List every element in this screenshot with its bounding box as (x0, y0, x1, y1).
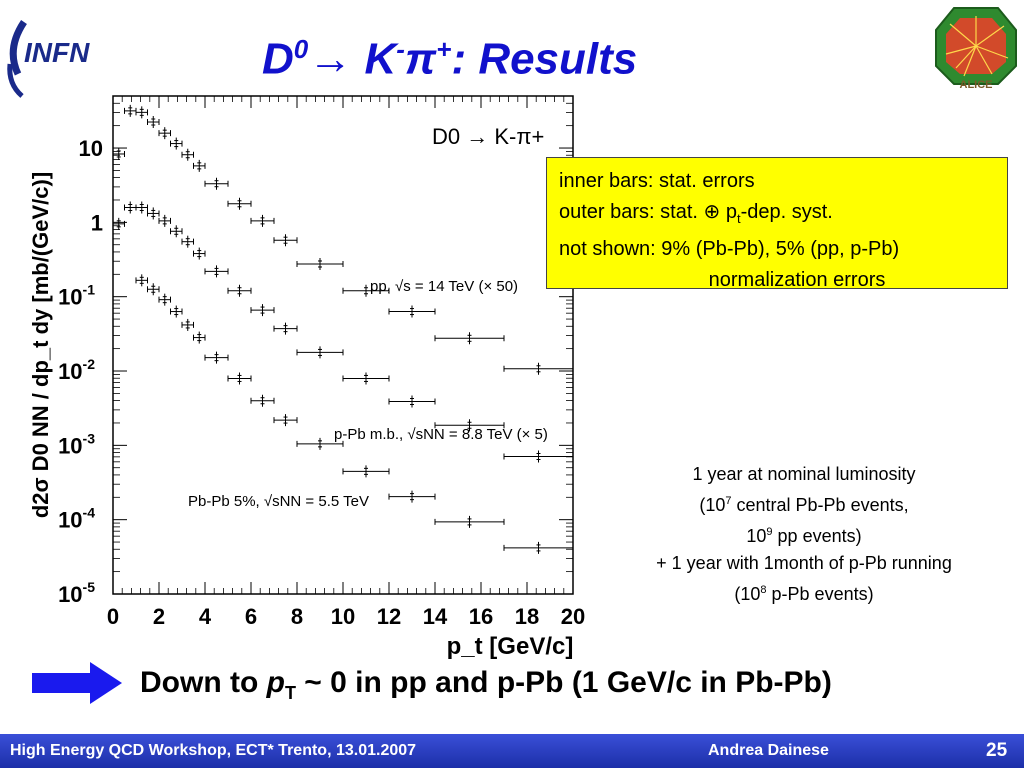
y-tick-label: 1 (91, 210, 103, 235)
data-point (181, 235, 194, 248)
data-point (181, 318, 194, 331)
data-point (124, 201, 137, 214)
x-tick-label: 10 (331, 604, 355, 629)
data-point (193, 247, 206, 260)
data-point (296, 437, 344, 450)
data-point (135, 274, 148, 287)
footer-bar: High Energy QCD Workshop, ECT* Trento, 1… (0, 734, 1024, 768)
data-point (434, 332, 505, 345)
y-axis-label: d2σ D0 NN / dp_t dy [mb/(GeV/c)] (28, 172, 53, 518)
y-tick-label: 10-1 (58, 282, 95, 310)
data-point (227, 372, 252, 385)
data-point (342, 372, 390, 385)
lumi-line-4: + 1 year with 1month of p-Pb running (656, 553, 952, 573)
data-point (181, 148, 194, 161)
y-tick-label: 10-5 (58, 579, 95, 607)
errors-info-box: inner bars: stat. errors outer bars: sta… (546, 157, 1008, 291)
infn-logo: INFN (7, 20, 90, 98)
y-tick-label: 10-3 (58, 430, 95, 458)
footer-event: High Energy QCD Workshop, ECT* Trento, 1… (10, 742, 417, 759)
series-label-2: Pb-Pb 5%, √sNN = 5.5 TeV (188, 493, 369, 510)
data-point (342, 465, 390, 478)
x-tick-label: 8 (291, 604, 303, 629)
y-tick-label: 10 (79, 136, 103, 161)
data-point (503, 541, 574, 554)
data-point (170, 225, 183, 238)
data-point (250, 214, 275, 227)
data-point (204, 265, 229, 278)
lumi-line-2: (107 central Pb-Pb events, (699, 495, 909, 515)
data-point (170, 137, 183, 150)
footer-author: Andrea Dainese (708, 742, 829, 759)
series-label-1: p-Pb m.b., √sNN = 8.8 TeV (× 5) (334, 426, 548, 443)
right-arrow-icon (32, 662, 122, 704)
spectrum-plot: 0 2 4 6 8 10 12 14 16 18 20 10-5 10-4 10-3 10-2 10-1 1 1… (28, 95, 585, 660)
data-point (503, 362, 574, 375)
x-tick-label: 6 (245, 604, 257, 629)
plot-label: D0 → K-π+ (432, 124, 544, 149)
data-point (296, 257, 344, 270)
data-point (273, 414, 298, 427)
lumi-line-3: 109 pp events) (746, 526, 862, 546)
data-point (388, 395, 436, 408)
x-tick-label: 16 (469, 604, 493, 629)
x-tick-label: 18 (515, 604, 539, 629)
data-point (158, 293, 171, 306)
data-point (135, 201, 148, 214)
x-tick-label: 2 (153, 604, 165, 629)
svg-text:INFN: INFN (24, 37, 90, 68)
x-tick-label: 12 (377, 604, 401, 629)
data-point (158, 214, 171, 227)
data-point (296, 346, 344, 359)
data-point (112, 217, 125, 230)
data-point (227, 284, 252, 297)
data-point (434, 515, 505, 528)
data-point (135, 106, 148, 119)
data-point (273, 322, 298, 335)
data-point (250, 394, 275, 407)
y-tick-label: 10-2 (58, 356, 95, 384)
info-line-1: inner bars: stat. errors (559, 170, 755, 192)
info-line-2: outer bars: stat. ⊕ pt-dep. syst. (559, 201, 833, 226)
data-point (227, 197, 252, 210)
data-point (147, 116, 160, 129)
alice-logo: ALICE (935, 7, 1017, 90)
data-point (388, 305, 436, 318)
svg-text:ALICE: ALICE (960, 79, 993, 90)
info-line-4: normalization errors (708, 269, 886, 291)
lumi-line-5: (108 p-Pb events) (734, 584, 874, 604)
lumi-line-1: 1 year at nominal luminosity (692, 464, 916, 484)
info-line-3: not shown: 9% (Pb-Pb), 5% (pp, p-Pb) (559, 238, 900, 260)
data-point (503, 450, 574, 463)
conclusion-text: Down to pT ~ 0 in pp and p-Pb (1 GeV/c i… (140, 666, 832, 703)
series-label-0: pp, √s = 14 TeV (× 50) (370, 278, 518, 295)
data-point (342, 284, 390, 297)
x-tick-label: 20 (561, 604, 585, 629)
data-point (112, 147, 125, 160)
data-point (273, 234, 298, 247)
luminosity-note: 1 year at nominal luminosity (107 centra… (600, 461, 1008, 608)
data-point (124, 104, 137, 117)
data-point (250, 304, 275, 317)
x-tick-label: 4 (199, 604, 212, 629)
slide-title: D0→ K-π+: Results (262, 34, 638, 84)
data-point (170, 305, 183, 318)
data-point (147, 207, 160, 220)
data-point (388, 490, 436, 503)
page-number: 25 (986, 740, 1008, 761)
x-tick-label: 0 (107, 604, 119, 629)
data-point (193, 331, 206, 344)
data-point (204, 177, 229, 190)
data-point (158, 127, 171, 140)
data-point (147, 283, 160, 296)
series-1 (112, 201, 574, 463)
series-2 (135, 274, 574, 554)
x-tick-label: 14 (423, 604, 448, 629)
x-axis-label: p_t [GeV/c] (447, 633, 574, 660)
data-point (434, 419, 505, 432)
y-tick-label: 10-4 (58, 505, 95, 533)
series-0 (112, 104, 574, 375)
data-point (204, 351, 229, 364)
data-point (193, 159, 206, 172)
